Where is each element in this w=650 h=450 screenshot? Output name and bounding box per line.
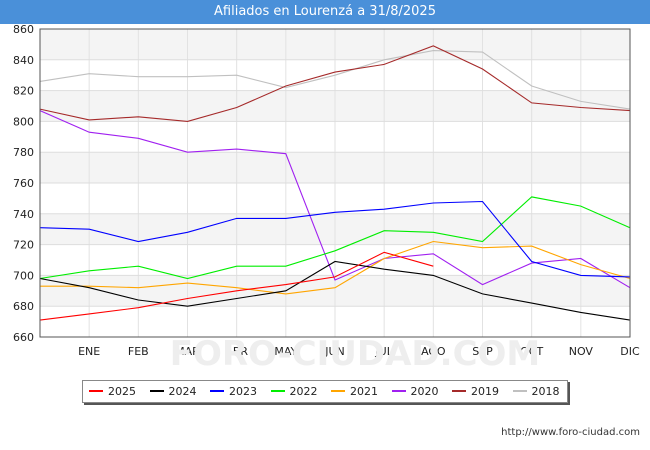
chart-legend: 2025 2024 2023 2022 2021 2020 2019 2018 xyxy=(82,380,568,403)
legend-label: 2024 xyxy=(168,385,197,398)
legend-item-2020: 2020 xyxy=(391,381,439,402)
y-tick-label: 720 xyxy=(13,239,34,252)
y-tick-label: 820 xyxy=(13,85,34,98)
footer-url: http://www.foro-ciudad.com xyxy=(501,427,640,438)
x-tick-label: ABR xyxy=(225,345,248,358)
x-tick-label: SEP xyxy=(472,345,493,358)
x-tick-label: FEB xyxy=(128,345,149,358)
x-tick-label: DIC xyxy=(620,345,640,358)
legend-label: 2023 xyxy=(229,385,257,398)
y-tick-label: 680 xyxy=(13,300,34,313)
series-line-2023 xyxy=(39,200,631,278)
legend-item-2025: 2025 xyxy=(89,381,136,402)
plot-frame xyxy=(39,28,631,338)
legend-label: 2020 xyxy=(410,385,439,398)
legend-item-2018: 2018 xyxy=(512,381,560,402)
title-bar: Afiliados en Lourenzá a 31/8/2025 xyxy=(0,0,650,24)
series-line-2024 xyxy=(39,260,631,321)
legend-label: 2019 xyxy=(471,385,499,398)
legend-item-2021: 2021 xyxy=(331,381,378,402)
legend-swatch xyxy=(512,390,527,392)
y-tick-label: 800 xyxy=(13,115,34,128)
legend-item-2022: 2022 xyxy=(270,381,318,402)
legend-swatch xyxy=(452,390,466,392)
y-tick-label: 860 xyxy=(13,23,34,36)
series-line-2021 xyxy=(40,240,631,295)
y-tick-label: 840 xyxy=(13,54,34,67)
legend-swatch xyxy=(270,390,285,392)
series-line-2018 xyxy=(39,50,631,110)
legend-label: 2022 xyxy=(289,385,318,398)
legend-label: 2025 xyxy=(108,385,136,398)
legend-label: 2018 xyxy=(531,385,560,398)
y-tick-label: 780 xyxy=(13,146,34,159)
legend-item-2024: 2024 xyxy=(149,381,197,402)
legend-label: 2021 xyxy=(350,385,378,398)
y-tick-label: 700 xyxy=(13,269,34,282)
series-line-2020 xyxy=(39,110,631,289)
legend-swatch xyxy=(149,390,164,392)
series-line-2025 xyxy=(39,251,434,321)
x-tick-label: MAR xyxy=(175,345,200,358)
watermark: FORO-CIUDAD.COM xyxy=(170,334,541,374)
y-tick-label: 740 xyxy=(13,208,34,221)
y-tick-label: 760 xyxy=(13,177,34,190)
x-tick-label: ENE xyxy=(78,345,100,358)
legend-swatch xyxy=(89,390,103,392)
x-tick-label: NOV xyxy=(569,345,594,358)
x-tick-label: AGO xyxy=(421,345,446,358)
x-tick-label: OCT xyxy=(520,345,543,358)
y-tick-label: 660 xyxy=(13,331,34,344)
legend-swatch xyxy=(331,390,345,392)
legend-swatch xyxy=(210,390,224,392)
legend-item-2019: 2019 xyxy=(452,381,499,402)
legend-item-2023: 2023 xyxy=(210,381,257,402)
series-line-2022 xyxy=(39,196,631,280)
x-tick-label: JUN xyxy=(324,345,345,358)
x-tick-label: JUL xyxy=(374,345,393,358)
legend-swatch xyxy=(391,390,406,392)
x-tick-label: MAY xyxy=(274,345,297,358)
chart-title: Afiliados en Lourenzá a 31/8/2025 xyxy=(214,4,436,19)
series-line-2019 xyxy=(39,45,631,122)
